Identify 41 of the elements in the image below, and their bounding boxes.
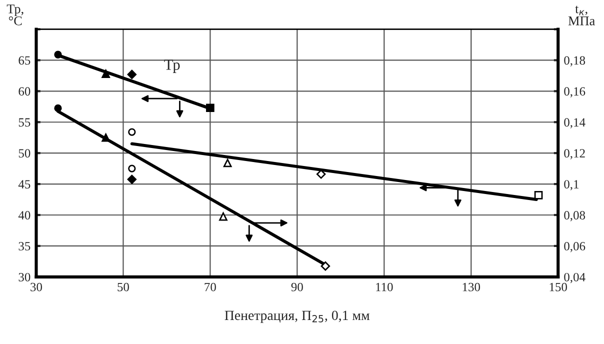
point: [127, 174, 137, 184]
y2-tick-label: 0,1: [564, 180, 579, 190]
point: [54, 104, 62, 112]
point: [102, 133, 110, 142]
x-tick-label: 70: [204, 282, 216, 292]
point: [534, 191, 543, 200]
y2-axis-title: t$_{к}$, МПа: [568, 6, 595, 26]
y2-tick-label: 0,18: [564, 56, 586, 66]
point: [316, 170, 326, 179]
point: [223, 158, 232, 168]
x-tick-label: 90: [291, 282, 303, 292]
x-tick-label: 50: [118, 282, 129, 292]
x-axis-title: Пенетрация, П$_{25}$, 0,1 мм: [224, 310, 370, 323]
y-tick-label: 35: [18, 242, 30, 250]
y-tick-label: 30: [18, 272, 30, 282]
x-tick-label: 30: [30, 282, 42, 292]
y-axis-title: Тр, °С: [6, 4, 24, 26]
x-tick-label: 110: [376, 282, 393, 292]
y2-tick-label: 0,06: [564, 242, 586, 252]
y-tick-label: 60: [18, 87, 30, 96]
y-tick-label: 40: [18, 211, 30, 220]
point: [128, 164, 136, 172]
point: [54, 50, 62, 58]
y2-tick-label: 0,16: [564, 87, 586, 98]
x-tick-label: 150: [550, 282, 567, 292]
point: [127, 70, 137, 80]
y2-tick-label: 0,14: [564, 118, 586, 128]
point: [102, 70, 110, 78]
y-tick-label: 45: [18, 180, 30, 188]
point: [128, 128, 136, 136]
y-tick-label: 55: [18, 118, 30, 127]
y-tick-label: 65: [18, 56, 30, 65]
point: [320, 261, 330, 271]
x-tick-label: 130: [462, 282, 480, 292]
y-tick-label: 50: [18, 149, 30, 158]
point: [219, 212, 228, 221]
series-label: Тр: [164, 60, 180, 73]
y2-tick-label: 0,04: [564, 272, 586, 284]
y2-tick-label: 0,08: [564, 211, 586, 222]
y2-tick-label: 0,12: [564, 149, 585, 160]
point: [206, 104, 214, 112]
